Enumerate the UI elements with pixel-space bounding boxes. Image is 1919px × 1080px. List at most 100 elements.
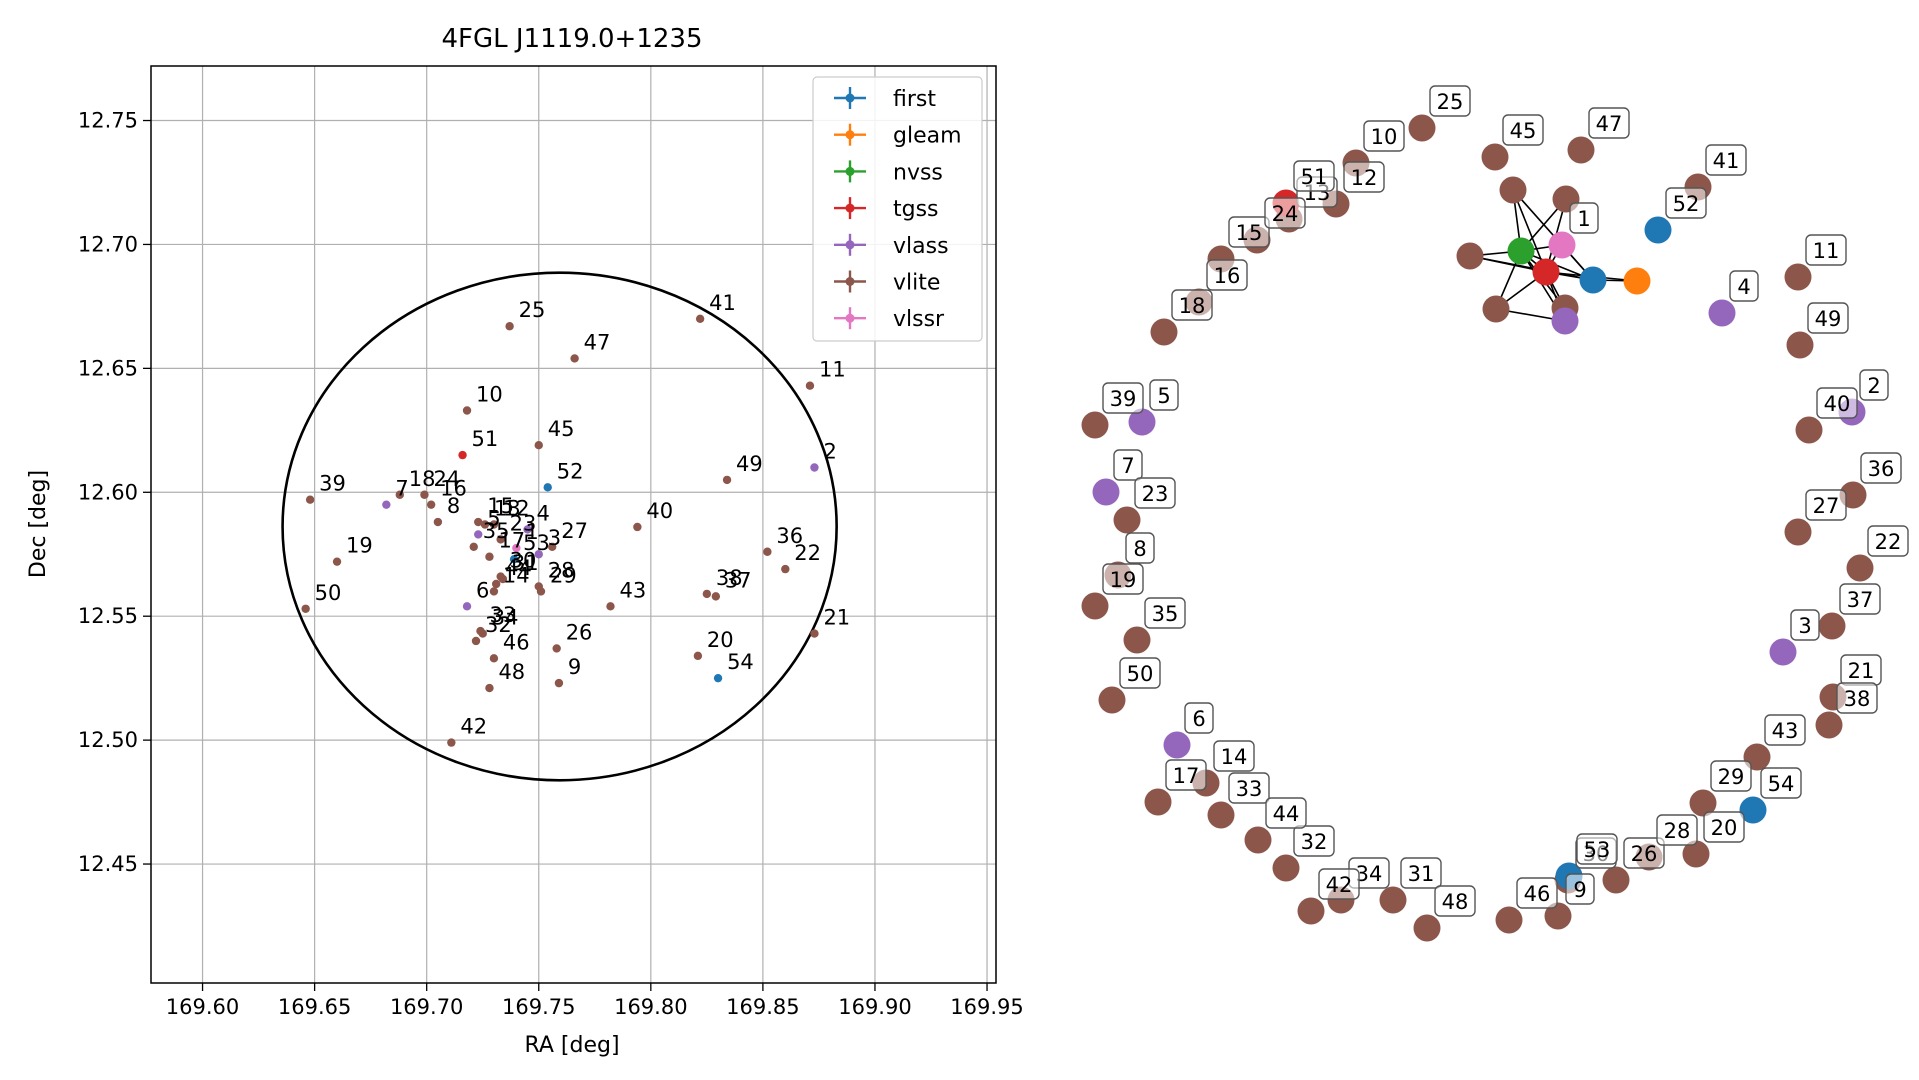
point-label: 50 xyxy=(315,581,342,605)
graph-node xyxy=(1081,411,1109,439)
network-graph: 1234567891011121314151617181920212223242… xyxy=(1081,85,1909,942)
data-point xyxy=(498,574,508,584)
legend-label: nvss xyxy=(893,160,943,185)
data-point xyxy=(695,314,705,323)
graph-node xyxy=(1682,840,1710,868)
point-labels: 1234567891011121314151617181920212223242… xyxy=(315,291,851,739)
graph-node-labels: 1234567891011121314151617181920212223242… xyxy=(1102,85,1909,917)
legend-entry: first xyxy=(834,87,936,112)
graph-node-label: 39 xyxy=(1102,382,1144,414)
graph-node-label: 46 xyxy=(1516,877,1558,909)
graph-node xyxy=(1144,788,1172,816)
graph-node-label-box xyxy=(1134,477,1176,509)
graph-node-label-text: 35 xyxy=(1152,602,1179,626)
graph-node-label: 12 xyxy=(1343,161,1385,193)
graph-node xyxy=(1081,592,1109,620)
graph-node xyxy=(1623,267,1651,295)
data-point xyxy=(702,589,712,599)
error-ellipse-layer xyxy=(281,271,838,782)
graph-node-label: 42 xyxy=(1318,868,1360,900)
graph-node-label-box xyxy=(1703,811,1745,843)
data-point xyxy=(509,554,519,564)
data-point xyxy=(512,543,521,553)
graph-node-label-text: 8 xyxy=(1133,537,1146,561)
legend-marker-dot xyxy=(845,277,855,286)
point-label: 51 xyxy=(472,427,499,451)
point-label: 19 xyxy=(346,534,373,558)
graph-node-label-box xyxy=(1656,814,1698,846)
graph-node xyxy=(1456,242,1484,270)
legend-marker-dot xyxy=(845,203,855,213)
point-label: 16 xyxy=(440,477,467,501)
graph-node-label: 36 xyxy=(1860,452,1902,484)
x-tick-label: 169.95 xyxy=(950,995,1023,1019)
graph-node-label-text: 43 xyxy=(1772,719,1799,743)
graph-node-label-text: 52 xyxy=(1673,192,1700,216)
point-label: 10 xyxy=(476,382,503,406)
graph-node-label-box xyxy=(1565,873,1595,905)
point-label: 32 xyxy=(485,613,512,637)
graph-node-label: 1 xyxy=(1569,202,1599,234)
graph-node xyxy=(1150,318,1178,346)
graph-node-label-text: 12 xyxy=(1351,166,1378,190)
data-point xyxy=(447,738,456,747)
point-label: 23 xyxy=(510,511,537,535)
graph-node-label-box xyxy=(1859,369,1889,401)
point-label: 49 xyxy=(736,452,763,476)
graph-node-label-text: 29 xyxy=(1718,765,1745,789)
data-point xyxy=(305,495,315,504)
data-point xyxy=(534,550,543,559)
graph-node-label: 49 xyxy=(1807,302,1849,334)
legend-marker-dot xyxy=(845,313,855,323)
legend-entry: vlite xyxy=(834,270,940,296)
graph-node-label-text: 48 xyxy=(1442,890,1469,914)
graph-node-label-text: 9 xyxy=(1573,878,1586,902)
data-point xyxy=(474,517,483,527)
graph-node-label: 8 xyxy=(1125,532,1155,564)
point-label: 18 xyxy=(409,467,436,491)
graph-node xyxy=(1113,506,1141,534)
graph-node-label-box xyxy=(1860,452,1902,484)
graph-node-label-text: 33 xyxy=(1236,777,1263,801)
graph-node-label-text: 2 xyxy=(1867,374,1880,398)
data-point xyxy=(478,629,487,638)
data-point xyxy=(471,636,481,646)
data-point xyxy=(554,678,564,688)
legend-marker-dot xyxy=(845,166,855,176)
graph-node-label: 25 xyxy=(1429,85,1471,117)
legend-entry: nvss xyxy=(834,160,943,185)
x-tick-label: 169.85 xyxy=(726,995,799,1019)
point-label: 41 xyxy=(709,291,736,315)
graph-node-label: 52 xyxy=(1665,187,1707,219)
graph-node-label-text: 44 xyxy=(1273,802,1300,826)
point-label: 14 xyxy=(503,563,530,587)
graph-node xyxy=(1815,711,1843,739)
data-point xyxy=(713,673,723,683)
graph-node-label: 24 xyxy=(1264,197,1306,229)
graph-node xyxy=(1272,854,1300,882)
data-point xyxy=(458,450,467,460)
graph-node xyxy=(1769,638,1797,666)
point-label: 48 xyxy=(498,660,525,684)
point-label: 35 xyxy=(483,519,510,543)
graph-node-label: 23 xyxy=(1134,477,1176,509)
graph-node-label-box xyxy=(1119,657,1161,689)
graph-node xyxy=(1098,686,1126,714)
error-ellipse xyxy=(281,271,838,782)
graph-node-label: 31 xyxy=(1400,857,1442,889)
data-points xyxy=(301,314,819,747)
data-point xyxy=(420,490,429,499)
point-label: 26 xyxy=(566,620,593,644)
y-tick-label: 12.60 xyxy=(78,480,138,504)
graph-node xyxy=(1481,143,1509,171)
data-point xyxy=(489,654,499,663)
graph-node-label: 45 xyxy=(1502,114,1544,146)
point-label: 27 xyxy=(561,519,588,543)
point-label: 13 xyxy=(494,497,521,521)
legend-entry: tgss xyxy=(834,197,939,222)
point-label: 17 xyxy=(498,529,525,553)
graph-node-label-text: 22 xyxy=(1875,530,1902,554)
point-label: 45 xyxy=(548,417,575,441)
y-tick-label: 12.55 xyxy=(78,604,138,628)
data-point xyxy=(382,500,391,509)
